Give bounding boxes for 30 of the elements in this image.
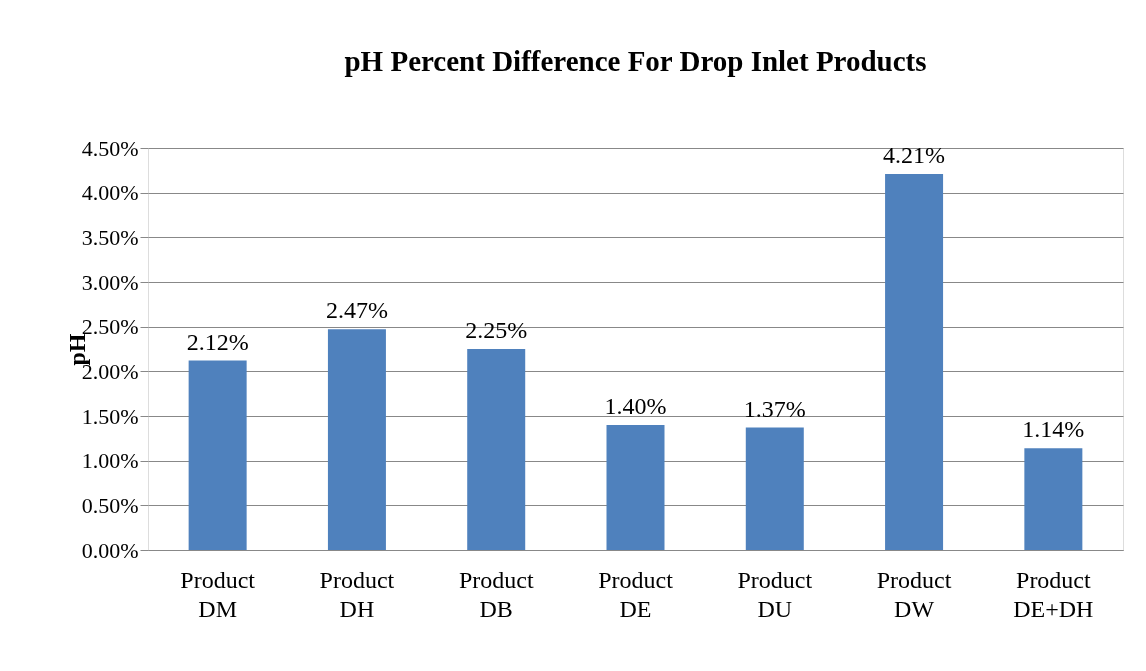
y-tick-label: 4.50%: [81, 135, 139, 161]
data-label: 1.37%: [743, 395, 806, 422]
bar: [745, 427, 804, 550]
data-label: 4.21%: [883, 141, 946, 168]
bar: [1024, 448, 1083, 550]
chart-title: pH Percent Difference For Drop Inlet Products: [344, 45, 927, 77]
bar: [885, 173, 944, 550]
x-tick-label: Product DE+DH: [1013, 566, 1094, 622]
y-tick-label: 0.00%: [81, 537, 139, 563]
bar: [467, 349, 526, 550]
y-tick-label: 3.50%: [81, 224, 139, 250]
y-tick-label: 1.00%: [81, 448, 139, 474]
bar: [327, 329, 386, 550]
x-tick-label: Product DH: [319, 566, 395, 622]
bar: [188, 360, 247, 550]
y-tick-label: 3.00%: [81, 269, 139, 295]
x-tick-label: Product DB: [458, 566, 534, 622]
y-tick-label: 1.50%: [81, 403, 139, 429]
x-tick-label: Product DM: [180, 566, 256, 622]
bar: [606, 424, 665, 550]
data-label: 1.40%: [604, 392, 667, 419]
data-label: 2.25%: [465, 317, 528, 343]
data-label: 2.12%: [186, 328, 249, 355]
data-label: 2.47%: [325, 297, 388, 324]
data-label: 1.14%: [1022, 416, 1085, 443]
y-tick-label: 0.50%: [81, 492, 139, 518]
y-tick-label: 4.00%: [81, 180, 139, 206]
x-tick-label: Product DW: [876, 566, 952, 622]
x-tick-label: Product DU: [737, 566, 813, 622]
x-tick-label: Product DE: [598, 566, 674, 622]
